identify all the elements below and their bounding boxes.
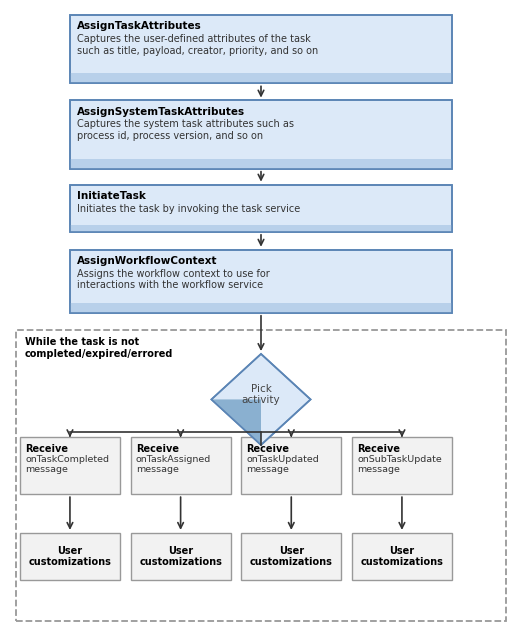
FancyBboxPatch shape <box>352 533 452 580</box>
Text: While the task is not
completed/expired/errored: While the task is not completed/expired/… <box>25 337 173 359</box>
FancyBboxPatch shape <box>130 437 231 494</box>
Text: User
customizations: User customizations <box>139 545 222 568</box>
Text: Captures the user-defined attributes of the task
such as title, payload, creator: Captures the user-defined attributes of … <box>77 34 318 56</box>
FancyBboxPatch shape <box>70 73 452 83</box>
FancyBboxPatch shape <box>20 437 120 494</box>
Text: InitiateTask: InitiateTask <box>77 191 146 201</box>
Text: onTaskUpdated
message: onTaskUpdated message <box>246 455 319 475</box>
Text: onTaskCompleted
message: onTaskCompleted message <box>25 455 109 475</box>
Text: onSubTaskUpdate
message: onSubTaskUpdate message <box>357 455 442 475</box>
Text: Receive: Receive <box>246 444 289 454</box>
FancyBboxPatch shape <box>70 185 452 232</box>
FancyBboxPatch shape <box>20 533 120 580</box>
FancyBboxPatch shape <box>70 250 452 313</box>
Text: User
customizations: User customizations <box>361 545 443 568</box>
FancyBboxPatch shape <box>70 303 452 313</box>
Text: Receive: Receive <box>357 444 400 454</box>
Text: User
customizations: User customizations <box>29 545 111 568</box>
Polygon shape <box>211 399 261 445</box>
FancyBboxPatch shape <box>70 225 452 232</box>
Text: Receive: Receive <box>25 444 68 454</box>
FancyBboxPatch shape <box>352 437 452 494</box>
Text: AssignTaskAttributes: AssignTaskAttributes <box>77 21 201 32</box>
FancyBboxPatch shape <box>16 330 506 621</box>
Text: onTaskAssigned
message: onTaskAssigned message <box>136 455 211 475</box>
Text: Initiates the task by invoking the task service: Initiates the task by invoking the task … <box>77 204 300 214</box>
FancyBboxPatch shape <box>70 100 452 169</box>
FancyBboxPatch shape <box>241 437 341 494</box>
FancyBboxPatch shape <box>130 533 231 580</box>
Text: AssignWorkflowContext: AssignWorkflowContext <box>77 256 217 266</box>
Text: Captures the system task attributes such as
process id, process version, and so : Captures the system task attributes such… <box>77 119 294 141</box>
Text: AssignSystemTaskAttributes: AssignSystemTaskAttributes <box>77 107 245 117</box>
FancyBboxPatch shape <box>70 159 452 169</box>
Text: Pick
activity: Pick activity <box>242 384 280 405</box>
FancyBboxPatch shape <box>70 15 452 83</box>
FancyBboxPatch shape <box>241 533 341 580</box>
Text: User
customizations: User customizations <box>250 545 333 568</box>
Text: Receive: Receive <box>136 444 179 454</box>
Text: Assigns the workflow context to use for
interactions with the workflow service: Assigns the workflow context to use for … <box>77 269 269 290</box>
Polygon shape <box>211 354 311 445</box>
